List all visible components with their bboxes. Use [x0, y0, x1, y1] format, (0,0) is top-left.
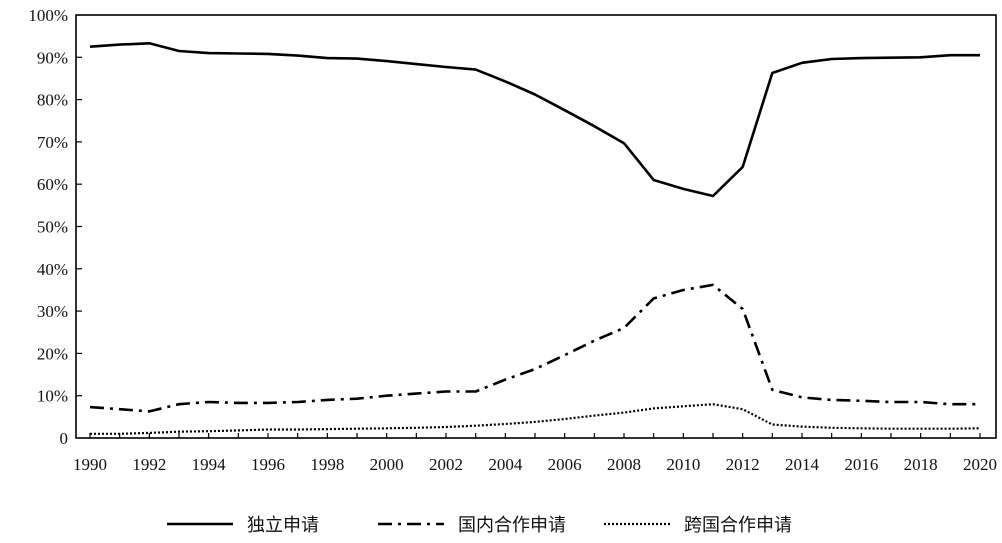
legend-label-2: 国内合作申请 [458, 515, 566, 536]
x-tick-label: 1994 [192, 455, 227, 474]
y-tick-label: 100% [28, 6, 68, 25]
x-tick-label: 2020 [963, 455, 997, 474]
x-tick-label: 2018 [904, 455, 938, 474]
x-tick-label: 2000 [370, 455, 404, 474]
series-lines [89, 41, 981, 435]
x-tick-label: 2014 [785, 455, 820, 474]
x-tick-label: 1992 [132, 455, 166, 474]
y-tick-label: 70% [37, 133, 68, 152]
legend-label-3: 跨国合作申请 [684, 515, 792, 536]
y-tick-label: 20% [37, 344, 68, 363]
y-tick-label: 60% [37, 175, 68, 194]
x-tick-label: 2002 [429, 455, 463, 474]
x-tick-label: 2016 [844, 455, 878, 474]
x-tick-label: 1990 [73, 455, 107, 474]
x-tick-label: 2012 [726, 455, 760, 474]
series-line-1 [89, 41, 980, 198]
y-tick-label: 40% [37, 260, 68, 279]
x-tick-label: 2008 [607, 455, 641, 474]
y-tick-label: 80% [37, 91, 68, 110]
x-tick-label: 1998 [310, 455, 344, 474]
y-tick-label: 30% [37, 302, 68, 321]
series-line-3 [90, 403, 981, 435]
y-axis-ticks: 0 10% 20% 30% 40% 50% 60% 70% 80% 90% 100% [28, 6, 82, 448]
plot-frame [75, 14, 997, 439]
legend: 独立申请 国内合作申请 跨国合作申请 [167, 515, 792, 536]
y-tick-label: 50% [37, 218, 68, 237]
y-tick-label: 10% [37, 387, 68, 406]
legend-label-1: 独立申请 [247, 515, 319, 536]
x-tick-label: 2006 [548, 455, 582, 474]
x-tick-label: 2004 [488, 455, 523, 474]
y-tick-label: 0 [60, 429, 69, 448]
series-line-2 [89, 283, 980, 413]
x-tick-label: 1996 [251, 455, 285, 474]
y-tick-label: 90% [37, 48, 68, 67]
x-axis-ticks: 1990 1992 1994 1996 1998 2000 2002 2004 2006 2008… [73, 433, 997, 474]
x-tick-label: 2010 [666, 455, 700, 474]
